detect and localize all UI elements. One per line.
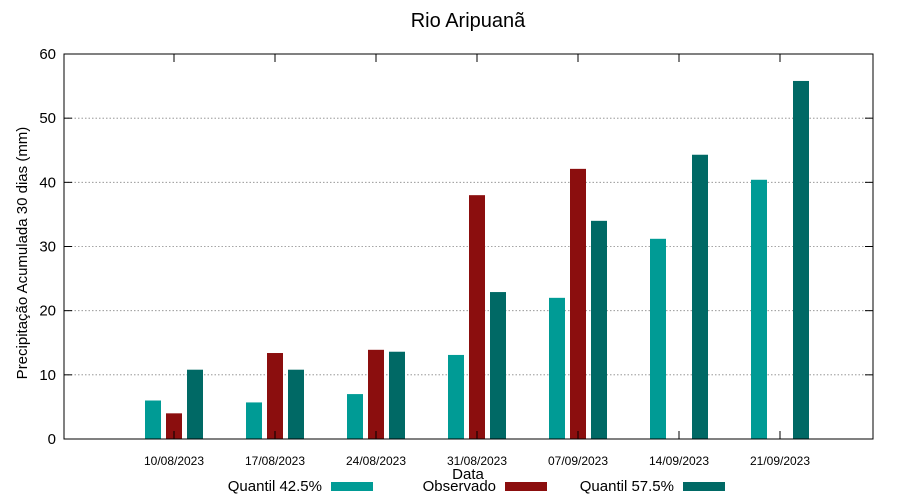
y-tick-label: 10 [39, 367, 56, 384]
bar [246, 402, 262, 439]
legend-label: Quantil 57.5% [580, 478, 674, 495]
x-tick-label: 14/09/2023 [649, 454, 709, 468]
bar [166, 413, 182, 439]
x-tick-label: 17/08/2023 [245, 454, 305, 468]
chart-title: Rio Aripuanã [411, 10, 526, 32]
legend-swatch [505, 482, 547, 491]
bar [793, 80, 809, 439]
bar [469, 195, 485, 439]
x-tick-label: 24/08/2023 [346, 454, 406, 468]
y-tick-label: 40 [39, 174, 56, 191]
x-tick-label: 10/08/2023 [144, 454, 204, 468]
y-tick-label: 60 [39, 46, 56, 63]
x-tick-label: 21/09/2023 [750, 454, 810, 468]
y-axis: 0 10 20 30 40 50 60 [39, 46, 873, 448]
bar [570, 168, 586, 439]
legend-swatch [683, 482, 725, 491]
legend-swatch [331, 482, 373, 491]
bar [549, 297, 565, 439]
bar [692, 154, 708, 439]
legend: Quantil 42.5% Observado Quantil 57.5% [228, 478, 725, 495]
bar [650, 238, 666, 439]
bar [145, 400, 161, 439]
bar [187, 369, 203, 439]
bar [591, 220, 607, 439]
bar [389, 351, 405, 439]
bar [368, 349, 384, 439]
y-tick-label: 30 [39, 239, 56, 256]
bars [145, 80, 809, 439]
x-axis-label: Data [452, 466, 484, 483]
x-axis: 10/08/2023 17/08/2023 24/08/2023 31/08/2023… [144, 54, 810, 468]
legend-label: Quantil 42.5% [228, 478, 322, 495]
bar [267, 353, 283, 439]
y-axis-label: Precipitação Acumulada 30 dias (mm) [14, 127, 31, 380]
bar [751, 179, 767, 439]
x-tick-label: 07/09/2023 [548, 454, 608, 468]
y-tick-label: 20 [39, 303, 56, 320]
legend-label: Observado [423, 478, 496, 495]
bar [448, 354, 464, 439]
bar [490, 292, 506, 439]
bar [288, 369, 304, 439]
y-tick-label: 0 [48, 431, 56, 448]
x-tick-label: 31/08/2023 [447, 454, 507, 468]
bar [347, 394, 363, 439]
y-tick-label: 50 [39, 110, 56, 127]
